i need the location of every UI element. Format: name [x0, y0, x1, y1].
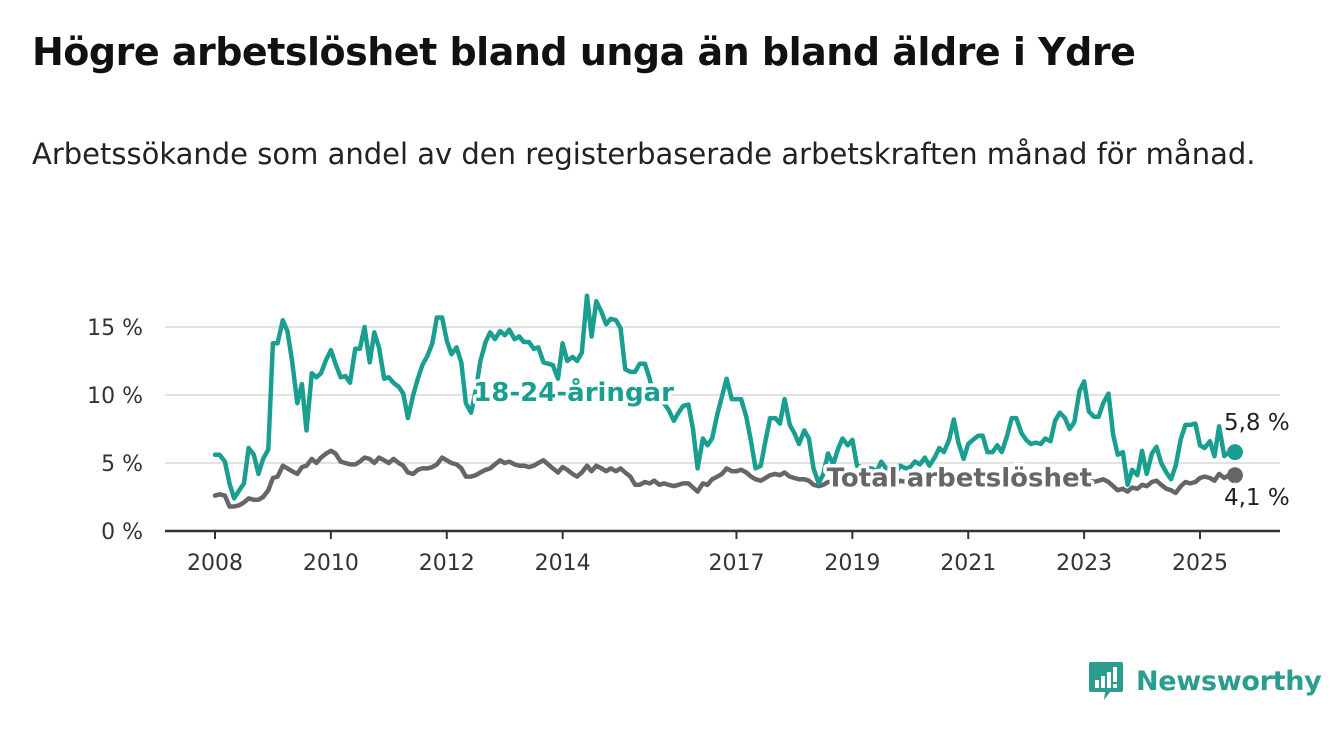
axes: 0 % 5 % 10 % 15 % 2008 2010 2012 2014 2017 2019 20… — [87, 316, 1280, 576]
chart-subtitle: Arbetssökande som andel av den registerb… — [32, 137, 1256, 171]
y-tick-label: 10 % — [87, 384, 143, 409]
brand-logo[interactable]: Newsworthy — [1088, 660, 1322, 702]
series-lines — [212, 293, 1243, 509]
y-tick-label: 0 % — [101, 520, 143, 545]
x-tick-label: 2008 — [187, 551, 243, 576]
x-tick-label: 2025 — [1172, 551, 1228, 576]
y-tick-label: 15 % — [87, 316, 143, 341]
x-tick-label: 2017 — [708, 551, 764, 576]
series-name-label: 18-24-åringar — [473, 376, 674, 408]
brand-name[interactable]: Newsworthy — [1136, 665, 1322, 697]
series-end-point-total — [1226, 467, 1243, 484]
series-labels: 18-24-åringar Total arbetslöshet 5,8 % 4,1 … — [470, 372, 1293, 513]
series-end-value-label: 4,1 % — [1224, 485, 1290, 511]
x-tick-label: 2014 — [535, 551, 591, 576]
series-line-youth — [212, 293, 1232, 501]
series-line-total — [212, 448, 1232, 509]
chart-title: Högre arbetslöshet bland unga än bland ä… — [32, 30, 1136, 74]
x-tick-label: 2012 — [419, 551, 475, 576]
bar-chart-speech-icon — [1089, 662, 1123, 700]
x-tick-label: 2010 — [303, 551, 359, 576]
y-tick-label: 5 % — [101, 452, 143, 477]
x-tick-label: 2023 — [1056, 551, 1112, 576]
x-tick-label: 2019 — [824, 551, 880, 576]
series-end-value-label: 5,8 % — [1224, 410, 1290, 436]
series-name-label: Total arbetslöshet — [827, 464, 1092, 494]
x-tick-label: 2021 — [940, 551, 996, 576]
series-end-point-youth — [1226, 444, 1243, 461]
